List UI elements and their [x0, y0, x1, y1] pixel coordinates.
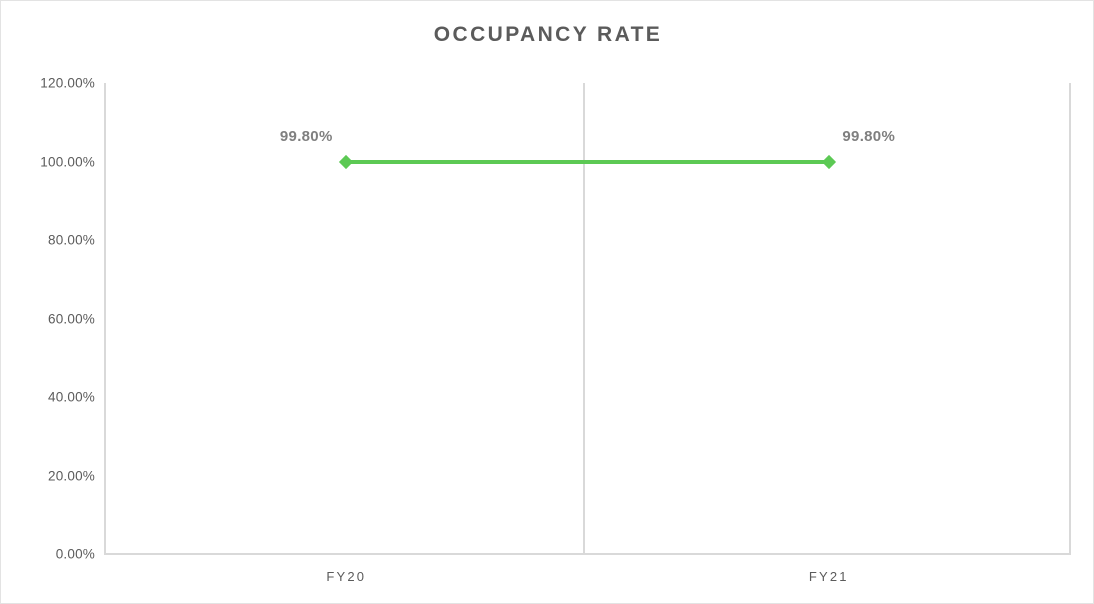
x-axis-line [104, 553, 1071, 555]
y-axis-tick-label: 80.00% [48, 232, 95, 248]
y-axis-tick-label: 40.00% [48, 389, 95, 405]
plot-right-edge-line [1069, 83, 1071, 554]
y-axis-tick-label: 20.00% [48, 468, 95, 483]
category-divider-line [583, 83, 585, 554]
y-axis-tick-label: 100.00% [40, 154, 95, 169]
y-axis-tick-label: 60.00% [48, 311, 95, 326]
x-axis-tick-label: FY21 [808, 569, 849, 584]
series-line-occupancy-rate [346, 160, 829, 165]
chart-title: OCCUPANCY RATE [433, 23, 663, 46]
plot-area [105, 83, 1070, 554]
x-axis-tick-label: FY20 [326, 569, 367, 584]
y-axis-line [104, 83, 106, 555]
data-label-fy21: 99.80% [842, 128, 896, 146]
y-axis-tick-label: 120.00% [40, 75, 95, 91]
series-marker-fy21[interactable] [821, 155, 836, 170]
data-label-fy20: 99.80% [279, 128, 333, 146]
series-marker-fy20[interactable] [339, 155, 354, 170]
y-axis-tick-label: 0.00% [55, 546, 95, 562]
